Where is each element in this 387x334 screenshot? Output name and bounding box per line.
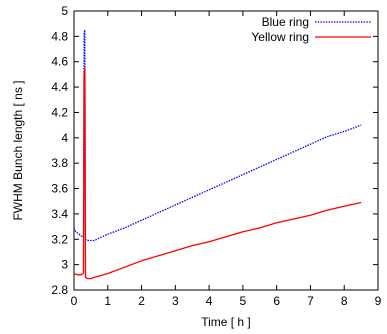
y-tick-label: 3.2 bbox=[51, 232, 68, 246]
y-tick-label: 3 bbox=[61, 258, 68, 272]
y-tick-label: 3.8 bbox=[51, 156, 68, 170]
y-tick-label: 3.4 bbox=[51, 207, 68, 221]
plot-frame bbox=[73, 10, 379, 291]
y-tick-label: 4 bbox=[61, 131, 68, 145]
y-tick-label: 4.6 bbox=[51, 55, 68, 69]
x-tick-label: 3 bbox=[172, 294, 179, 308]
series-layer bbox=[73, 29, 362, 280]
x-tick-label: 7 bbox=[307, 294, 314, 308]
y-tick-label: 2.8 bbox=[51, 283, 68, 297]
legend-label: Yellow ring bbox=[251, 30, 309, 44]
x-tick-label: 0 bbox=[71, 294, 78, 308]
axis-ticks bbox=[73, 10, 379, 291]
x-tick-label: 9 bbox=[375, 294, 382, 308]
y-axis-label: FWHM Bunch length [ ns ] bbox=[11, 80, 25, 220]
y-tick-label: 5 bbox=[61, 4, 68, 18]
series-line-yellow-ring bbox=[73, 67, 362, 280]
x-tick-label: 5 bbox=[240, 294, 247, 308]
axis-tick-labels: 0 1 2 3 4 5 6 7 8 9 2.8 3 3.2 3.4 3.6 3.8 4 4.2 4.4 4.6 4.8 5 bbox=[51, 4, 381, 308]
series-line-blue-ring bbox=[73, 29, 362, 242]
y-tick-label: 4.2 bbox=[51, 105, 68, 119]
y-tick-label: 4.4 bbox=[51, 80, 68, 94]
x-tick-label: 6 bbox=[273, 294, 280, 308]
x-axis-label: Time [ h ] bbox=[201, 315, 251, 329]
x-tick-label: 8 bbox=[341, 294, 348, 308]
y-tick-label: 4.8 bbox=[51, 29, 68, 43]
y-tick-label: 3.6 bbox=[51, 182, 68, 196]
x-tick-label: 1 bbox=[104, 294, 111, 308]
legend-label: Blue ring bbox=[262, 15, 309, 29]
x-tick-label: 2 bbox=[138, 294, 145, 308]
x-tick-label: 4 bbox=[206, 294, 213, 308]
